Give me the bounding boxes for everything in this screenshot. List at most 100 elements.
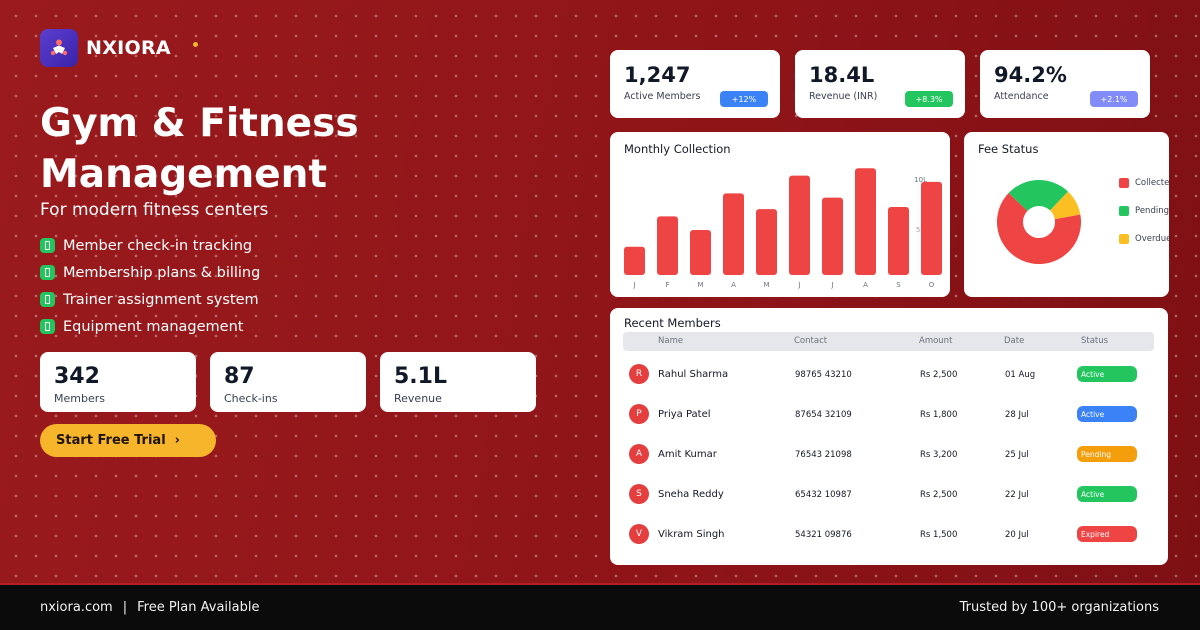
- feature-item: Membership plans & billing: [40, 259, 260, 286]
- legend-label: Pending: [1135, 206, 1169, 216]
- kpi-value: 94.2%: [994, 63, 1067, 87]
- column-header[interactable]: Name: [658, 336, 684, 346]
- table-row[interactable]: A Amit Kumar 76543 21098 Rs 3,200 25 Jul…: [610, 435, 1168, 475]
- avatar: A: [629, 444, 649, 464]
- bar[interactable]: [756, 209, 777, 275]
- y-tick-label: 10L: [914, 176, 927, 184]
- table-row[interactable]: P Priya Patel 87654 32109 Rs 1,800 28 Ju…: [610, 395, 1168, 435]
- chart-legend: Collected Pending Overdue: [1119, 169, 1169, 253]
- member-contact: 65432 10987: [795, 490, 852, 500]
- feature-item: Equipment management: [40, 313, 260, 340]
- hero-title-line2: Management: [40, 152, 328, 197]
- status-badge: Active: [1077, 406, 1137, 422]
- x-tick-label: J: [830, 281, 833, 289]
- x-tick-label: O: [929, 281, 935, 289]
- bar[interactable]: [888, 206, 909, 275]
- bar[interactable]: [822, 197, 843, 275]
- member-amount: Rs 3,200: [920, 450, 958, 460]
- donut-chart: [997, 180, 1081, 264]
- table-header: Name Contact Amount Date Status: [623, 332, 1154, 351]
- column-header[interactable]: Date: [1004, 336, 1025, 346]
- donut-slice[interactable]: [997, 192, 1081, 264]
- panel-title: Monthly Collection: [624, 142, 731, 156]
- member-amount: Rs 1,800: [920, 410, 958, 420]
- x-tick-label: M: [763, 281, 769, 289]
- kpi-card-attendance[interactable]: 94.2% Attendance +2.1%: [980, 50, 1150, 118]
- kpi-badge: +8.3%: [905, 91, 953, 107]
- panel-title: Fee Status: [978, 142, 1039, 156]
- stat-value: 5.1L: [394, 364, 447, 389]
- member-contact: 76543 21098: [795, 450, 852, 460]
- panel-title: Recent Members: [624, 316, 721, 330]
- y-tick-label: 5L: [916, 226, 924, 234]
- brand[interactable]: NXIORA: [40, 29, 198, 67]
- member-date: 28 Jul: [1005, 410, 1029, 420]
- bar[interactable]: [855, 168, 876, 275]
- column-header[interactable]: Status: [1081, 336, 1109, 346]
- logo-icon: [40, 29, 78, 67]
- feature-label: Membership plans & billing: [63, 264, 261, 281]
- bar[interactable]: [624, 246, 645, 275]
- footer-site-link[interactable]: nxiora.com: [40, 600, 113, 615]
- feature-label: Equipment management: [63, 318, 244, 335]
- avatar: V: [629, 524, 649, 544]
- feature-item: Member check-in tracking: [40, 232, 260, 259]
- check-icon: [40, 319, 55, 334]
- member-date: 22 Jul: [1005, 490, 1029, 500]
- stat-card-checkins: 87 Check-ins: [210, 352, 366, 412]
- table-row[interactable]: S Sneha Reddy 65432 10987 Rs 2,500 22 Ju…: [610, 475, 1168, 515]
- avatar: R: [629, 364, 649, 384]
- member-name: Sneha Reddy: [658, 489, 724, 500]
- x-tick-label: F: [665, 281, 669, 289]
- x-tick-label: A: [863, 281, 868, 289]
- monthly-collection-panel: Monthly Collection 10L 5L J F M A M J J A S O: [610, 132, 950, 297]
- legend-item: Overdue: [1119, 225, 1169, 253]
- column-header[interactable]: Amount: [919, 336, 953, 346]
- footer: nxiora.com | Free Plan Available Trusted b…: [0, 585, 1200, 630]
- avatar: S: [629, 484, 649, 504]
- recent-members-panel: Recent Members Name Contact Amount Date …: [610, 308, 1168, 565]
- legend-swatch: [1119, 206, 1129, 216]
- feature-label: Member check-in tracking: [63, 237, 253, 254]
- stat-label: Revenue: [394, 392, 442, 405]
- legend-swatch: [1119, 234, 1129, 244]
- donut-slice[interactable]: [1008, 180, 1069, 211]
- bar[interactable]: [921, 181, 942, 275]
- table-row[interactable]: V Vikram Singh 54321 09876 Rs 1,500 20 J…: [610, 515, 1168, 555]
- stat-label: Check-ins: [224, 392, 278, 405]
- status-badge: Active: [1077, 366, 1137, 382]
- start-free-trial-button[interactable]: Start Free Trial ›: [40, 424, 216, 457]
- member-name: Vikram Singh: [658, 529, 725, 540]
- legend-label: Overdue: [1135, 234, 1169, 244]
- legend-item: Collected: [1119, 169, 1169, 197]
- kpi-label: Active Members: [624, 91, 701, 102]
- kpi-card-active-members[interactable]: 1,247 Active Members +12%: [610, 50, 780, 118]
- stat-value: 342: [54, 364, 100, 389]
- member-date: 25 Jul: [1005, 450, 1029, 460]
- kpi-value: 18.4L: [809, 63, 875, 87]
- bar[interactable]: [789, 175, 810, 275]
- member-contact: 87654 32109: [795, 410, 852, 420]
- footer-left: nxiora.com | Free Plan Available: [40, 600, 259, 615]
- member-date: 01 Aug: [1005, 370, 1036, 380]
- feature-label: Trainer assignment system: [63, 291, 259, 308]
- member-amount: Rs 2,500: [920, 490, 958, 500]
- donut-slice[interactable]: [1050, 191, 1081, 220]
- hero-title-line1: Gym & Fitness: [40, 101, 359, 146]
- bar[interactable]: [690, 230, 711, 275]
- divider: [0, 583, 1200, 585]
- bar[interactable]: [657, 216, 678, 275]
- column-header[interactable]: Contact: [794, 336, 828, 346]
- member-name: Amit Kumar: [658, 449, 717, 460]
- x-tick-label: S: [896, 281, 901, 289]
- table-row[interactable]: R Rahul Sharma 98765 43210 Rs 2,500 01 A…: [610, 355, 1168, 395]
- stat-card-members: 342 Members: [40, 352, 196, 412]
- kpi-badge: +12%: [720, 91, 768, 107]
- x-tick-label: J: [797, 281, 800, 289]
- hero-subtitle: For modern fitness centers: [40, 200, 269, 220]
- bar[interactable]: [723, 193, 744, 275]
- stat-value: 87: [224, 364, 255, 389]
- member-contact: 98765 43210: [795, 370, 852, 380]
- kpi-card-revenue[interactable]: 18.4L Revenue (INR) +8.3%: [795, 50, 965, 118]
- feature-list: Member check-in tracking Membership plan…: [40, 232, 260, 340]
